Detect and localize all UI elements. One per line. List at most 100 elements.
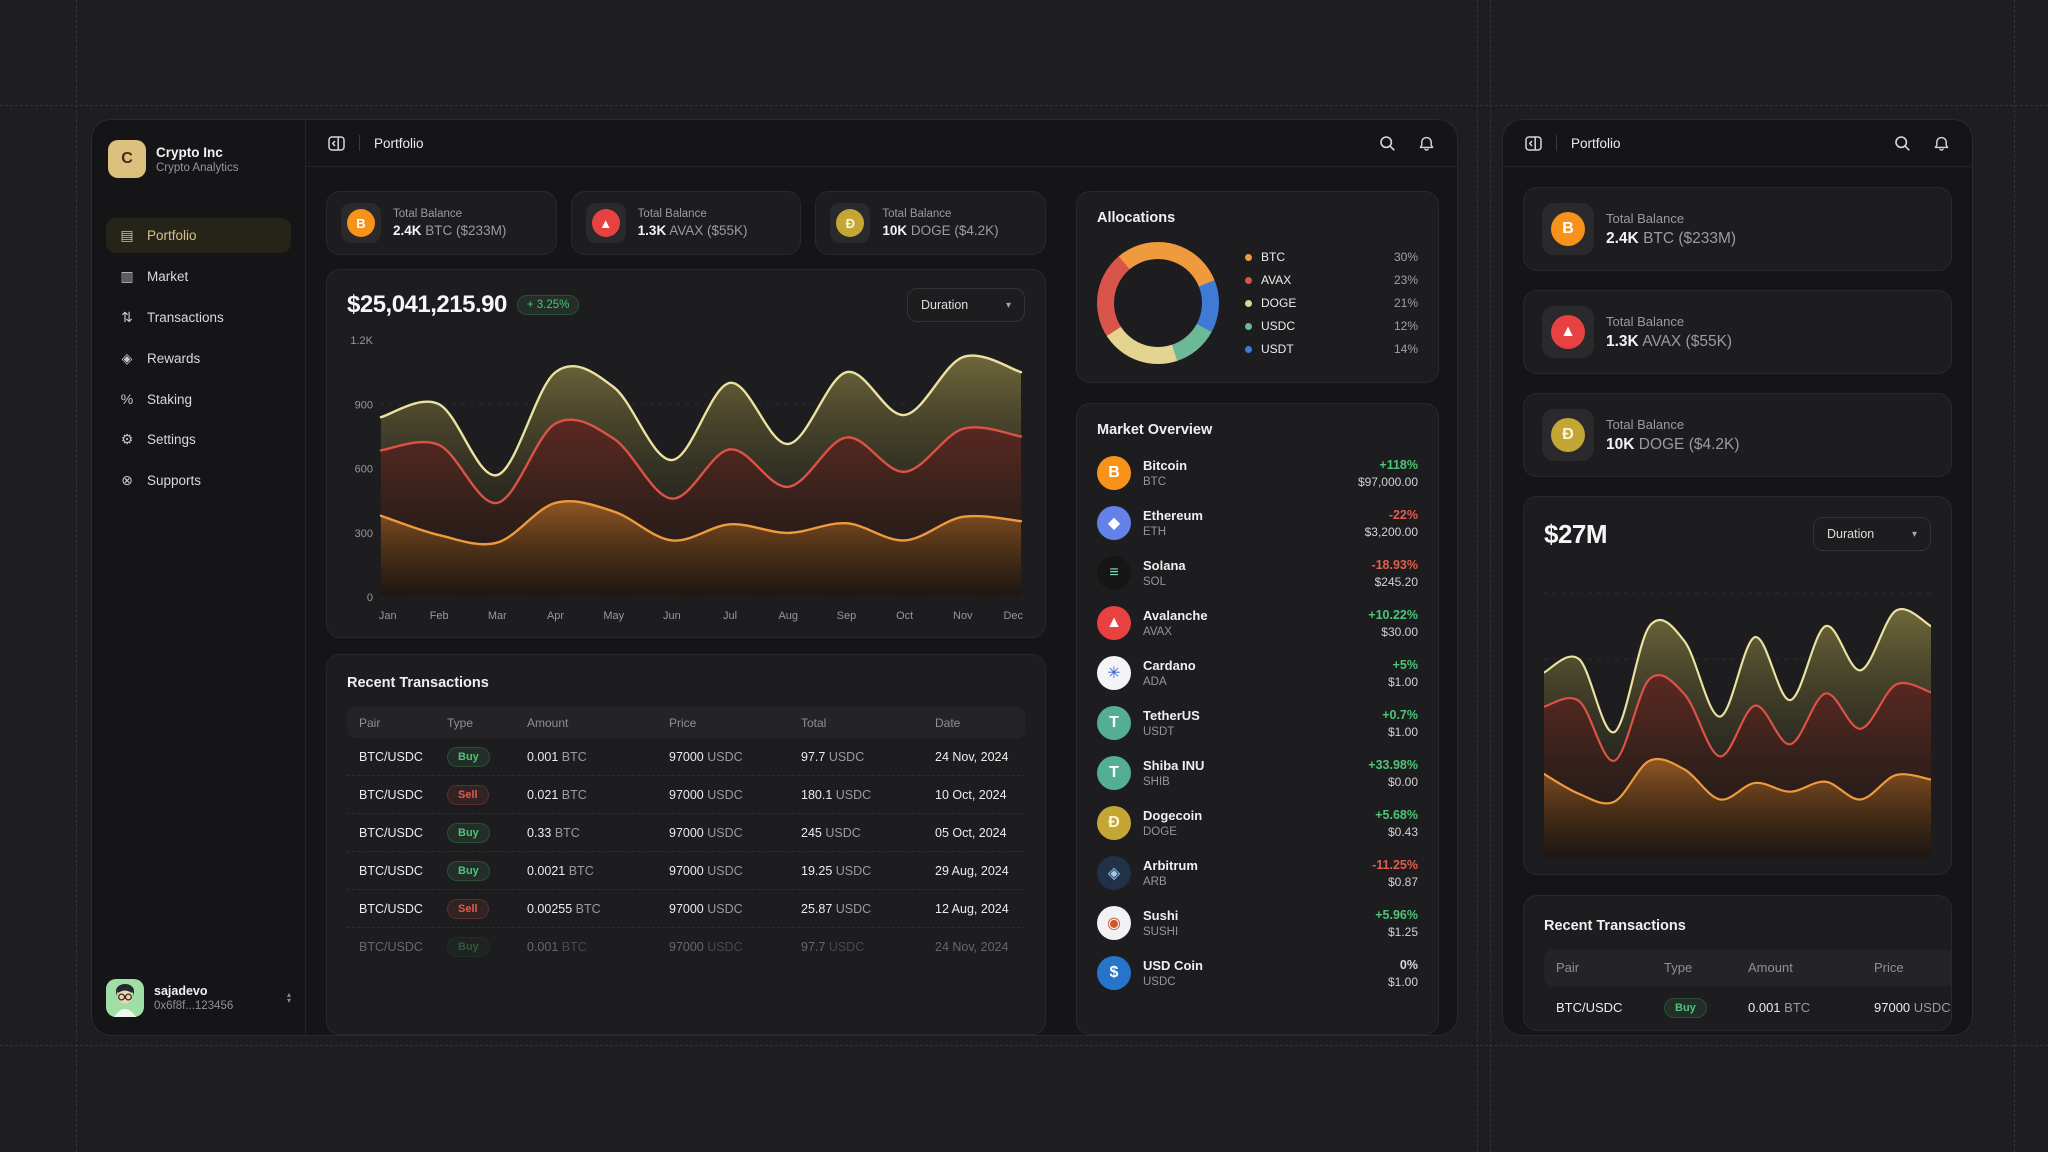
chevron-down-icon: ▾ bbox=[1005, 299, 1011, 311]
duration-dropdown[interactable]: Duration ▾ bbox=[907, 288, 1025, 322]
legend-label: DOGE bbox=[1261, 296, 1297, 310]
balance-value: 2.4K BTC ($233M) bbox=[393, 223, 507, 238]
legend-dot bbox=[1245, 345, 1252, 353]
coin-tile: B bbox=[341, 203, 381, 243]
usdc-coin-icon: $ bbox=[1097, 956, 1131, 990]
canvas-guide-vertical bbox=[76, 0, 77, 1152]
asset-price: $97,000.00 bbox=[1357, 474, 1418, 489]
market-row-arb[interactable]: ◈ Arbitrum ARB -11.25% $0.87 bbox=[1097, 848, 1418, 898]
balance-value: 1.3K AVAX ($55K) bbox=[1606, 332, 1733, 350]
usdt-coin-icon: T bbox=[1097, 706, 1131, 740]
asset-price: $3,200.00 bbox=[1364, 524, 1418, 539]
asset-change: +33.98% bbox=[1368, 757, 1418, 772]
tx-date: 12 Aug, 2024 bbox=[935, 901, 1009, 916]
svg-text:Apr: Apr bbox=[547, 610, 564, 622]
portfolio-total: $25,041,215.90 bbox=[347, 291, 507, 318]
allocations-legend: BTC 30% AVAX 23% DOGE 21% USDC 12% USDT 14% bbox=[1245, 250, 1418, 356]
asset-name: Shiba INU bbox=[1143, 758, 1205, 773]
collapse-sidebar-icon[interactable] bbox=[328, 135, 345, 151]
sidebar-item-market[interactable]: ▥ Market bbox=[106, 259, 291, 294]
market-row-sol[interactable]: ≡ Solana SOL -18.93% $245.20 bbox=[1097, 548, 1418, 598]
search-icon[interactable] bbox=[1894, 135, 1911, 152]
search-icon[interactable] bbox=[1379, 135, 1396, 152]
market-row-usdt[interactable]: T TetherUS USDT +0.7% $1.00 bbox=[1097, 698, 1418, 748]
settings-icon: ⚙ bbox=[120, 431, 134, 447]
portfolio-chart-card-tablet: $27M Duration ▾ bbox=[1523, 496, 1952, 875]
legend-percent: 23% bbox=[1393, 273, 1418, 287]
divider bbox=[1556, 135, 1557, 151]
canvas-guide-vertical bbox=[1477, 0, 1478, 1152]
svg-text:600: 600 bbox=[355, 464, 373, 476]
brand-name: Crypto Inc bbox=[156, 144, 223, 160]
balance-value: 10K DOGE ($4.2K) bbox=[1606, 435, 1740, 453]
tx-amount: 0.021 BTC bbox=[527, 787, 587, 802]
balance-value: 2.4K BTC ($233M) bbox=[1606, 229, 1737, 247]
tx-date: 10 Oct, 2024 bbox=[935, 787, 1007, 802]
market-row-btc[interactable]: B Bitcoin BTC +118% $97,000.00 bbox=[1097, 448, 1418, 498]
market-row-ada[interactable]: ✳ Cardano ADA +5% $1.00 bbox=[1097, 648, 1418, 698]
btc-coin-icon: B bbox=[1097, 456, 1131, 490]
notifications-bell-icon[interactable] bbox=[1933, 135, 1950, 152]
sidebar-item-settings[interactable]: ⚙ Settings bbox=[106, 422, 291, 457]
legend-dot bbox=[1245, 322, 1252, 330]
legend-percent: 21% bbox=[1393, 296, 1418, 310]
coin-tile: ▲ bbox=[585, 203, 626, 243]
user-menu[interactable]: sajadevo 0x6f8f...123456 ▴ ▾ bbox=[106, 979, 291, 1017]
chevron-up-down-icon[interactable]: ▴ ▾ bbox=[286, 989, 291, 1005]
asset-symbol: ARB bbox=[1143, 876, 1167, 888]
transaction-row: BTC/USDC Sell 0.021 BTC 97000 USDC 180.1 USD… bbox=[347, 776, 1025, 815]
asset-name: Avalanche bbox=[1143, 608, 1208, 623]
duration-dropdown[interactable]: Duration ▾ bbox=[1813, 517, 1931, 551]
asset-name: USD Coin bbox=[1143, 958, 1203, 973]
legend-item: USDC 12% bbox=[1245, 319, 1418, 333]
sidebar-item-supports[interactable]: ⊗ Supports bbox=[106, 463, 291, 498]
market-list: B Bitcoin BTC +118% $97,000.00 ◆ Ethereum ETH -2… bbox=[1097, 448, 1418, 998]
sidebar-item-label: Supports bbox=[147, 473, 202, 488]
market-row-avax[interactable]: ▲ Avalanche AVAX +10.22% $30.00 bbox=[1097, 598, 1418, 648]
balance-label: Total Balance bbox=[1606, 416, 1685, 432]
svg-text:Feb: Feb bbox=[430, 610, 449, 622]
legend-item: USDT 14% bbox=[1245, 342, 1418, 356]
ada-coin-icon: ✳ bbox=[1097, 656, 1131, 690]
tx-total: 19.25 USDC bbox=[801, 863, 872, 878]
notifications-bell-icon[interactable] bbox=[1418, 135, 1435, 152]
market-icon: ▥ bbox=[120, 268, 134, 284]
market-row-usdc[interactable]: $ USD Coin USDC 0% $1.00 bbox=[1097, 948, 1418, 998]
collapse-sidebar-icon[interactable] bbox=[1525, 135, 1542, 151]
sidebar-item-transactions[interactable]: ⇅ Transactions bbox=[106, 300, 291, 335]
brand-tagline: Crypto Analytics bbox=[156, 161, 239, 174]
svg-text:1.2K: 1.2K bbox=[350, 335, 373, 347]
balance-value: 10K DOGE ($4.2K) bbox=[882, 223, 999, 238]
legend-item: BTC 30% bbox=[1245, 250, 1418, 264]
transactions-title: Recent Transactions bbox=[1544, 917, 1686, 934]
asset-change: +118% bbox=[1379, 457, 1418, 472]
transaction-row: BTC/USDC Buy 0.001 BTC 97000 USDC bbox=[1544, 986, 1951, 1030]
supports-icon: ⊗ bbox=[121, 472, 133, 488]
svg-text:Mar: Mar bbox=[488, 610, 507, 622]
svg-text:May: May bbox=[603, 610, 624, 622]
legend-percent: 14% bbox=[1393, 342, 1418, 356]
market-row-shib[interactable]: T Shiba INU SHIB +33.98% $0.00 bbox=[1097, 748, 1418, 798]
user-wallet: 0x6f8f...123456 bbox=[154, 1000, 234, 1012]
asset-name: Arbitrum bbox=[1143, 858, 1198, 873]
sidebar-item-rewards[interactable]: ◈ Rewards bbox=[106, 341, 291, 376]
transactions-table: Pair Type Amount Price Total Date BTC/USDC Buy 0… bbox=[347, 707, 1025, 966]
legend-dot bbox=[1245, 276, 1252, 284]
doge-coin-icon: Đ bbox=[1097, 806, 1131, 840]
shib-coin-icon: T bbox=[1097, 756, 1131, 790]
tx-amount: 0.33 BTC bbox=[527, 825, 580, 840]
user-name: sajadevo bbox=[154, 984, 208, 998]
sidebar-item-portfolio[interactable]: ▤ Portfolio bbox=[106, 218, 291, 253]
coin-tile: ▲ bbox=[1542, 306, 1594, 358]
tx-total: 97.7 USDC bbox=[801, 749, 865, 764]
market-row-sushi[interactable]: ◉ Sushi SUSHI +5.96% $1.25 bbox=[1097, 898, 1418, 948]
legend-label: BTC bbox=[1261, 250, 1285, 264]
market-row-eth[interactable]: ◆ Ethereum ETH -22% $3,200.00 bbox=[1097, 498, 1418, 548]
asset-symbol: AVAX bbox=[1143, 626, 1172, 638]
tx-price: 97000 USDC bbox=[669, 787, 743, 802]
market-row-doge[interactable]: Đ Dogecoin DOGE +5.68% $0.43 bbox=[1097, 798, 1418, 848]
wallet-icon: ▤ bbox=[120, 227, 134, 243]
tx-type-badge: Buy bbox=[447, 860, 490, 881]
asset-name: TetherUS bbox=[1143, 708, 1200, 723]
sidebar-item-staking[interactable]: % Staking bbox=[106, 382, 291, 416]
